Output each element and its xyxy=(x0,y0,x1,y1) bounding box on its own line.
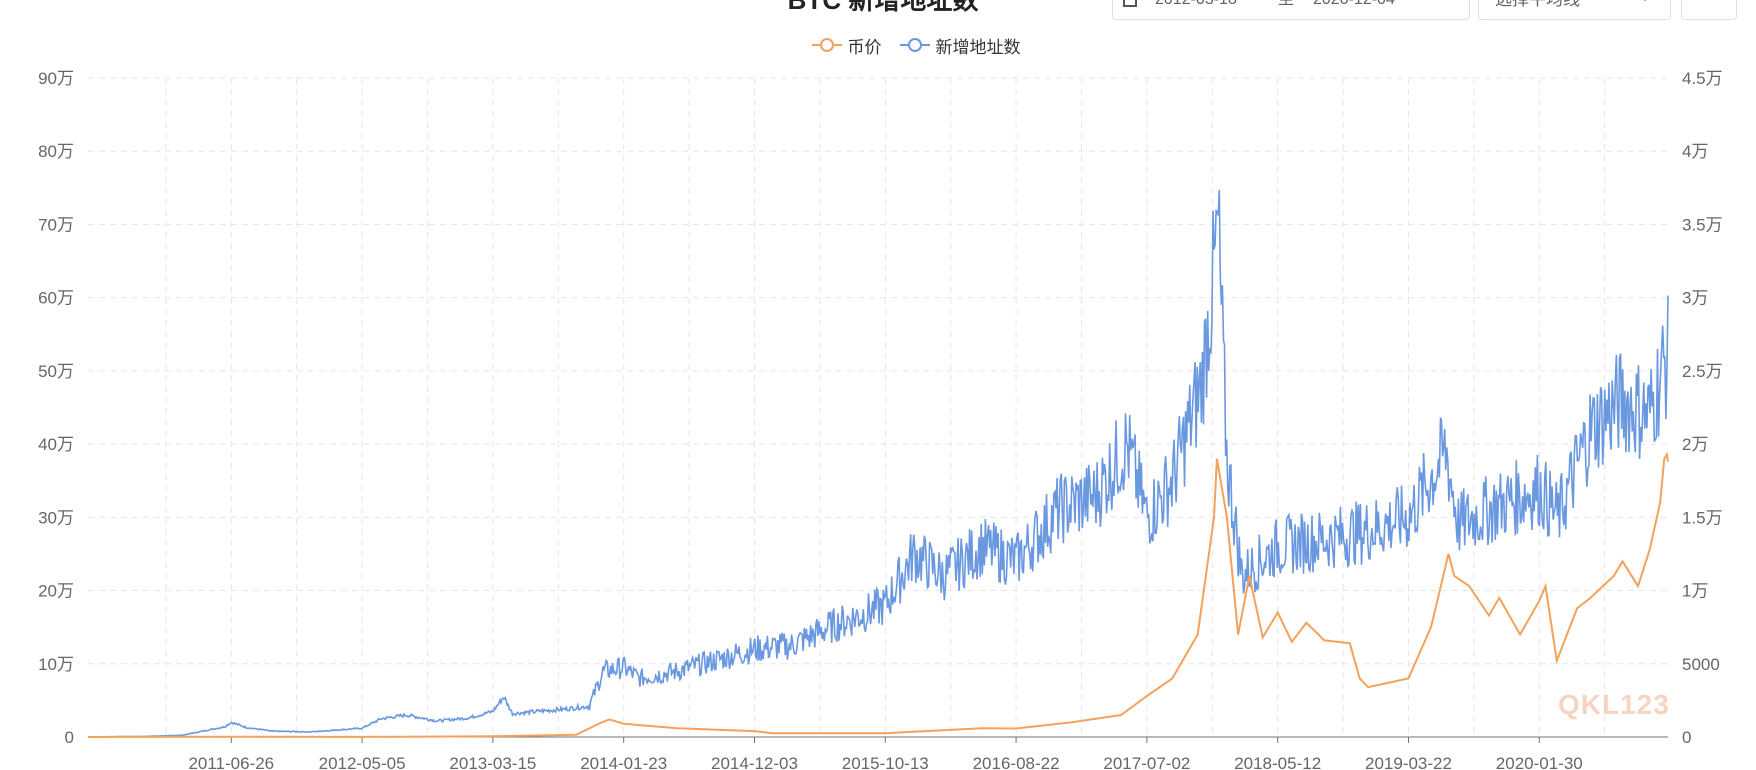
x-tick-label: 2011-06-26 xyxy=(188,754,274,770)
y-right-tick-label: 1万 xyxy=(1682,582,1708,601)
x-tick-label: 2019-03-22 xyxy=(1365,754,1452,770)
x-tick-label: 2020-01-30 xyxy=(1496,754,1583,770)
x-tick-label: 2016-08-22 xyxy=(973,754,1060,770)
y-left-tick-label: 30万 xyxy=(38,508,74,527)
average-line-select-value: 选择平均线 xyxy=(1495,0,1580,9)
legend-addresses-label: 新增地址数 xyxy=(935,37,1021,57)
x-tick-label: 2013-03-15 xyxy=(449,754,536,770)
legend: 币价 新增地址数 xyxy=(0,31,1756,59)
y-left-tick-label: 60万 xyxy=(38,289,74,308)
legend-item-addresses[interactable]: 新增地址数 xyxy=(899,33,1021,58)
x-tick-label: 2017-07-02 xyxy=(1103,754,1190,770)
y-left-tick-label: 0 xyxy=(65,728,74,747)
y-right-tick-label: 4.5万 xyxy=(1682,69,1723,88)
y-right-tick-label: 1.5万 xyxy=(1682,508,1723,527)
x-tick-label: 2018-05-12 xyxy=(1234,754,1321,770)
y-left-tick-label: 40万 xyxy=(38,435,74,454)
y-right-tick-label: 2万 xyxy=(1682,435,1708,454)
x-tick-label: 2015-10-13 xyxy=(842,754,929,770)
chart-title: BTC 新增地址数 xyxy=(787,0,979,15)
y-right-tick-label: 3.5万 xyxy=(1682,215,1723,234)
y-left-tick-label: 50万 xyxy=(38,362,74,381)
y-left-tick-label: 20万 xyxy=(38,582,74,601)
calendar-icon xyxy=(1123,0,1137,7)
series-line-price xyxy=(87,451,1669,738)
menu-button[interactable] xyxy=(1681,0,1737,20)
average-line-select[interactable]: 选择平均线 xyxy=(1478,0,1671,20)
date-range-picker[interactable]: 2012-03-18 至 2020-12-04 xyxy=(1112,0,1470,20)
x-tick-label: 2014-01-23 xyxy=(580,754,667,770)
legend-addresses-marker xyxy=(899,38,930,52)
date-end[interactable]: 2020-12-04 xyxy=(1313,0,1395,9)
date-start[interactable]: 2012-03-18 xyxy=(1155,0,1237,9)
legend-price-label: 币价 xyxy=(847,37,882,57)
y-right-tick-label: 0 xyxy=(1682,728,1691,747)
x-tick-label: 2012-05-05 xyxy=(319,754,406,770)
x-tick-label: 2014-12-03 xyxy=(711,754,798,770)
series-line-addresses xyxy=(88,189,1669,738)
y-left-tick-label: 10万 xyxy=(38,655,74,674)
y-right-tick-label: 3万 xyxy=(1682,289,1708,308)
y-left-tick-label: 80万 xyxy=(38,142,74,161)
y-left-tick-label: 70万 xyxy=(38,215,74,234)
date-separator: 至 xyxy=(1278,0,1294,9)
legend-price-marker xyxy=(811,38,842,52)
legend-item-price[interactable]: 币价 xyxy=(811,33,882,58)
y-right-tick-label: 4万 xyxy=(1682,142,1708,161)
y-left-tick-label: 90万 xyxy=(38,69,74,88)
watermark: QKL123 xyxy=(1558,689,1670,720)
y-right-tick-label: 5000 xyxy=(1682,655,1720,674)
y-right-tick-label: 2.5万 xyxy=(1682,362,1723,381)
